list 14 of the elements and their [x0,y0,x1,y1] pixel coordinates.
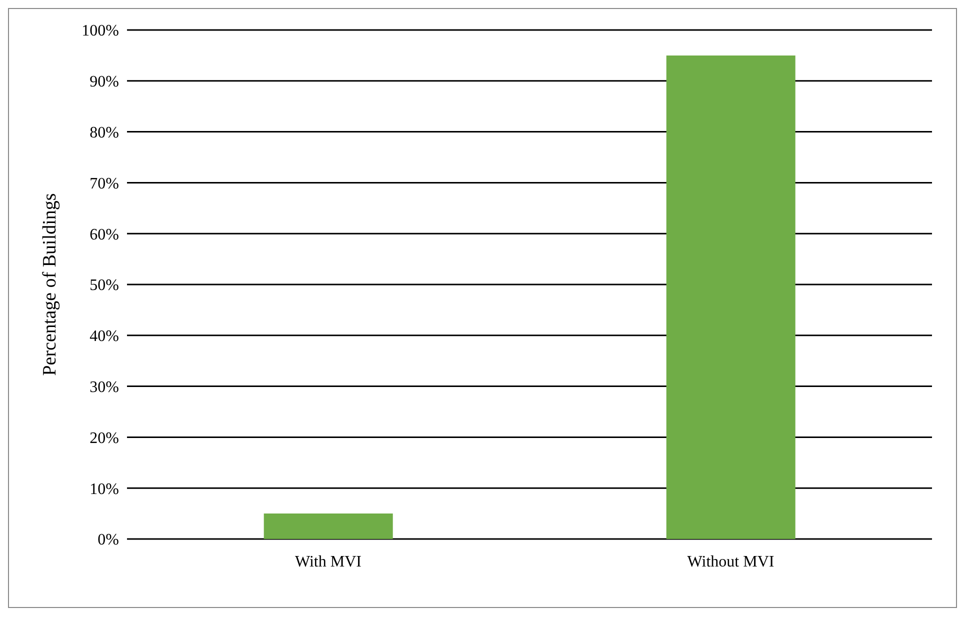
y-tick-label: 10% [90,480,119,498]
y-axis-title: Percentage of Buildings [40,193,61,376]
y-tick-label: 50% [90,277,119,294]
y-tick-label: 80% [90,124,119,142]
y-tick-label: 70% [90,175,119,192]
y-tick-label: 90% [90,74,119,91]
y-tick-label: 30% [90,378,119,396]
x-tick-label: With MVI [295,553,362,570]
y-tick-label: 40% [90,328,119,346]
y-tick-label: 60% [90,226,119,244]
y-tick-label: 20% [90,430,119,447]
y-tick-label: 100% [82,22,119,40]
y-tick-label: 0% [98,532,119,549]
x-tick-label: Without MVI [687,553,774,570]
